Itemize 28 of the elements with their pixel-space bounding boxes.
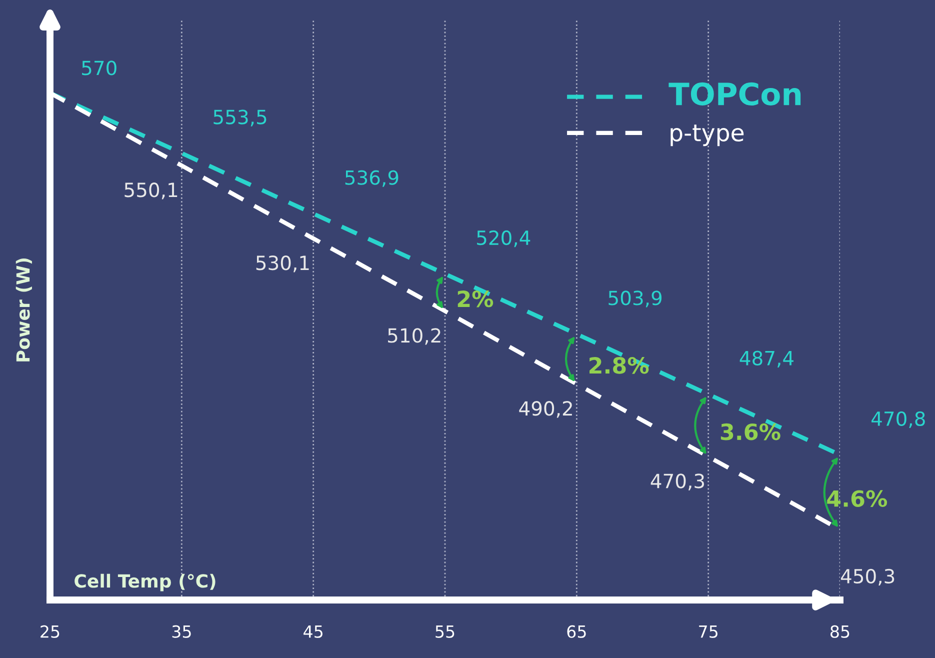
data-label: 503,9 <box>608 290 662 308</box>
legend-label: p-type <box>670 124 744 146</box>
data-label: 490,2 <box>519 401 572 418</box>
data-label: 536,9 <box>345 170 398 187</box>
y-axis-title: Power (W) <box>16 258 32 362</box>
data-label: 450,3 <box>840 568 894 586</box>
legend-label: TOPCon <box>668 82 801 106</box>
data-label: 520,4 <box>477 230 530 248</box>
data-label: 470,3 <box>650 474 704 490</box>
annotation: 4.6% <box>827 490 888 507</box>
x-tick-label: 75 <box>699 626 718 638</box>
x-tick-label: 85 <box>830 625 850 638</box>
data-label: 510,2 <box>388 328 440 345</box>
data-label: 487,4 <box>740 350 794 368</box>
data-label: 553,5 <box>214 110 266 126</box>
data-label: 550,1 <box>124 182 178 200</box>
annotation: 2% <box>458 290 494 308</box>
annotation: 3.6% <box>720 423 780 440</box>
x-tick-label: 35 <box>172 625 191 638</box>
data-label: 570 <box>82 60 116 76</box>
x-tick-label: 65 <box>567 625 586 638</box>
x-tick-label: 55 <box>436 626 454 638</box>
data-label: 470,8 <box>872 411 925 428</box>
x-axis-title: Cell Temp (°C) <box>74 574 216 592</box>
x-tick-label: 45 <box>304 626 322 638</box>
annotation: 2.8% <box>590 357 649 374</box>
x-tick-label: 25 <box>40 625 60 638</box>
data-label: 530,1 <box>256 256 309 272</box>
